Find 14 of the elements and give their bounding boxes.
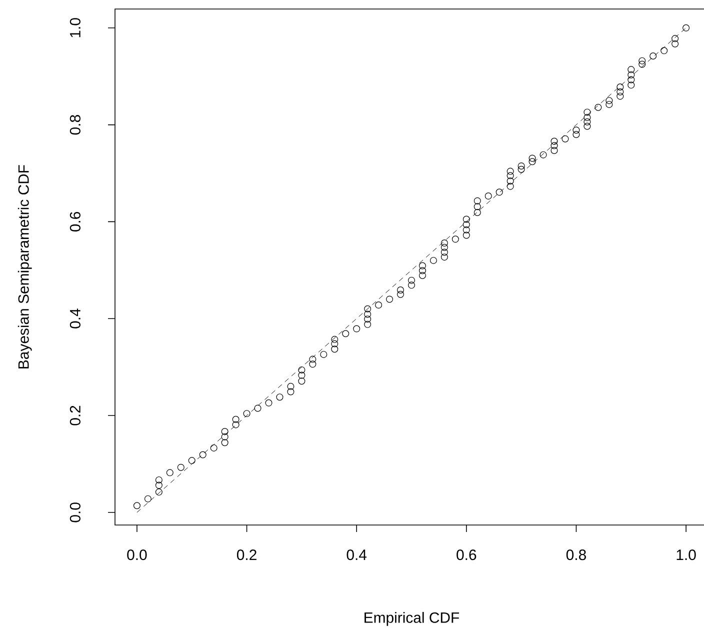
x-tick-label: 0.6 [456, 550, 476, 560]
y-tick-label: 0.0 [70, 502, 80, 522]
x-tick-label: 0.4 [346, 550, 367, 560]
y-tick-label: 0.2 [70, 406, 80, 426]
y-tick-label: 0.6 [70, 212, 80, 232]
x-tick-label: 0.0 [127, 550, 147, 560]
x-tick-label: 1.0 [676, 550, 696, 560]
x-axis-title: Empirical CDF [364, 612, 460, 626]
y-tick-label: 0.8 [70, 115, 80, 135]
y-tick-label: 1.0 [70, 18, 80, 38]
x-tick-label: 0.2 [236, 550, 256, 560]
x-tick-label: 0.8 [566, 550, 586, 560]
y-axis-title: Bayesian Semiparametric CDF [18, 165, 32, 368]
y-tick-label: 0.4 [70, 308, 80, 328]
